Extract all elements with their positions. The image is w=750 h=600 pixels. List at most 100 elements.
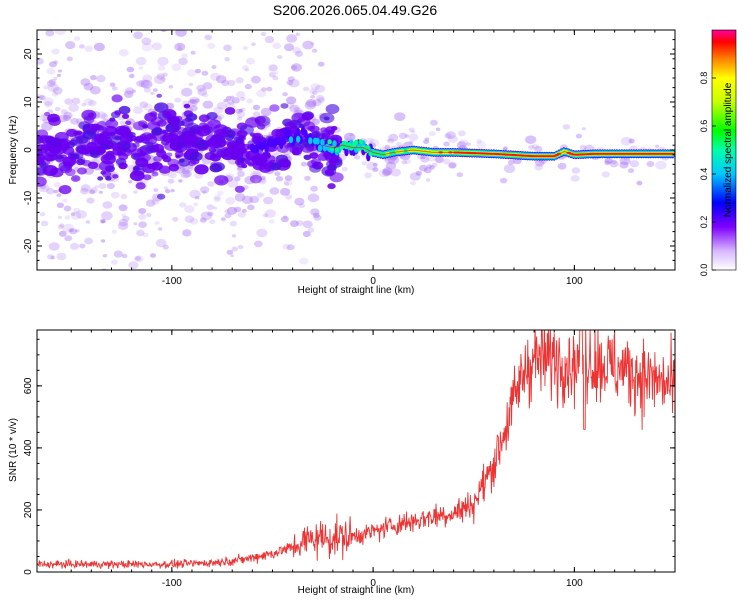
spectrogram-speckle xyxy=(188,82,194,87)
spectrogram-speckle xyxy=(180,170,191,179)
spectrogram-speckle xyxy=(236,110,246,118)
spectrogram-speckle xyxy=(227,179,239,188)
spectrogram-speckle xyxy=(194,98,201,103)
spectrogram-speckle xyxy=(264,209,276,218)
spectrogram-cell xyxy=(93,134,109,145)
spectrogram-speckle xyxy=(384,145,391,150)
spectrogram-cell xyxy=(134,164,143,171)
spectrogram-speckle xyxy=(245,279,253,285)
spectrogram-cell xyxy=(112,142,125,152)
spectrogram-speckle xyxy=(295,220,304,227)
spectrogram-speckle xyxy=(401,160,408,165)
spectrogram-speckle xyxy=(448,162,457,169)
spectrogram-speckle xyxy=(292,46,301,54)
spectrogram-speckle xyxy=(54,30,67,36)
spectrogram-speckle xyxy=(252,104,260,111)
spectrogram-speckle xyxy=(51,48,60,55)
spectrogram-speckle xyxy=(503,164,516,174)
spectrogram-speckle xyxy=(423,167,432,174)
spectrogram-speckle xyxy=(280,216,289,223)
spectrogram-speckle xyxy=(349,133,354,137)
spectrogram-speckle xyxy=(101,211,113,221)
spectrogram-speckle xyxy=(435,127,441,132)
spectrogram-speckle xyxy=(47,83,59,92)
spectrogram-speckle xyxy=(443,141,450,147)
spectrogram-cell xyxy=(269,104,280,112)
spectrogram-speckle xyxy=(264,36,275,44)
spectrogram-speckle xyxy=(133,31,143,40)
spectrogram-cell xyxy=(245,150,260,161)
spectrogram-speckle xyxy=(110,280,115,284)
spectrogram-speckle xyxy=(37,94,43,101)
spectrogram-speckle xyxy=(300,161,308,167)
spectrogram-cell xyxy=(132,121,146,131)
spectrogram-cell xyxy=(153,155,163,162)
colorbar-label: Normalized spectral amplitude xyxy=(723,82,734,217)
spectrogram-speckle xyxy=(236,167,244,173)
spectrogram-speckle xyxy=(388,133,399,142)
spectrogram-cell xyxy=(270,162,282,171)
spectrogram-cell xyxy=(37,167,45,176)
spectrogram-speckle xyxy=(364,172,372,179)
spectrogram-speckle xyxy=(141,42,153,52)
spectrogram-speckle xyxy=(79,44,85,49)
spectrogram-cell xyxy=(118,162,128,170)
spectrogram-speckle xyxy=(430,119,438,126)
spectrogram-speckle xyxy=(308,88,317,94)
spectrogram-cell xyxy=(156,193,166,200)
spectrogram-speckle xyxy=(378,168,390,178)
spectrogram-speckle xyxy=(138,79,150,88)
spectrogram-cell xyxy=(137,146,150,156)
spectrogram-speckle xyxy=(59,223,65,228)
spectrogram-speckle xyxy=(299,257,309,265)
spectrogram-speckle xyxy=(476,139,482,144)
spectrogram-speckle xyxy=(303,86,310,92)
spectrogram-speckle xyxy=(221,79,230,87)
spectrogram-speckle xyxy=(110,259,118,265)
spectrogram-speckle xyxy=(134,256,142,261)
spectrogram-cell xyxy=(234,185,245,193)
spectrogram-speckle xyxy=(40,113,45,118)
spectrogram-speckle xyxy=(231,97,240,104)
spectrogram-speckle xyxy=(386,139,391,142)
spectrogram-speckle xyxy=(213,206,218,210)
spectrogram-speckle xyxy=(256,89,267,98)
spectrogram-speckle xyxy=(177,46,183,51)
spectrogram-speckle xyxy=(283,179,293,186)
spectrogram-speckle xyxy=(73,207,81,214)
spectrogram-speckle xyxy=(48,78,57,85)
spectrogram-speckle xyxy=(145,199,156,207)
spectrogram-speckle xyxy=(534,159,545,167)
chart-title: S206.2026.065.04.49.G26 xyxy=(272,2,438,18)
spectrogram-cell xyxy=(62,156,77,167)
spectrogram-speckle xyxy=(207,42,216,50)
spectrogram-speckle xyxy=(291,63,302,72)
spectrogram-speckle xyxy=(286,102,295,109)
spectrogram-speckle xyxy=(70,212,76,217)
spectrogram-cell xyxy=(214,138,223,145)
spectrogram-speckle xyxy=(100,218,106,224)
spectrogram-speckle xyxy=(307,193,320,203)
spectrogram-cell xyxy=(169,129,184,140)
spectrogram-speckle xyxy=(83,98,94,106)
spectrogram-cell xyxy=(140,137,150,144)
spectrogram-speckle xyxy=(372,162,378,167)
spectrogram-speckle xyxy=(43,85,49,90)
spectrogram-speckle xyxy=(157,56,169,66)
spectrogram-speckle xyxy=(240,107,246,112)
spectrogram-speckle xyxy=(89,86,101,95)
spectrogram-speckle xyxy=(636,180,643,186)
spectrogram-speckle xyxy=(134,19,143,26)
spectrogram-speckle xyxy=(247,204,255,211)
spectrogram-speckle xyxy=(466,142,471,147)
spectrogram-ridge-cell xyxy=(344,147,349,157)
spectrogram-speckle xyxy=(268,64,278,72)
spectrogram-speckle xyxy=(54,106,61,112)
spectrogram-speckle xyxy=(224,57,230,62)
spectrogram-speckle xyxy=(152,25,156,28)
spectrogram-speckle xyxy=(97,19,107,26)
spectrogram-cell xyxy=(151,127,163,136)
spectrogram-cell xyxy=(78,121,91,130)
spectrogram-cell xyxy=(183,103,191,109)
spectrogram-speckle xyxy=(151,198,160,205)
